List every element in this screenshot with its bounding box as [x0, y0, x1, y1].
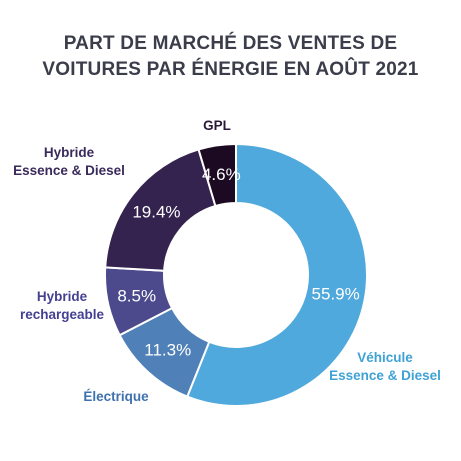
value-label-hybride-essence-diesel: 19.4%	[132, 203, 180, 222]
value-label-hybride-rechargeable: 8.5%	[117, 287, 156, 306]
slice-gpl	[197, 142, 237, 208]
category-label-line: Hybride	[37, 289, 88, 304]
category-label-hybride-rechargeable: Hybride rechargeable	[20, 289, 105, 322]
category-label-hybride-essence-diesel: Hybride Essence & Diesel	[13, 145, 125, 178]
value-label-electrique: 11.3%	[144, 341, 191, 360]
category-label-line: Hybride	[44, 145, 95, 160]
category-label-line: Électrique	[83, 389, 149, 404]
category-label-electrique: Électrique	[83, 389, 149, 404]
chart-title-line-2: VOITURES PAR ÉNERGIE EN AOÛT 2021	[42, 59, 419, 80]
category-label-line: Essence & Diesel	[13, 163, 125, 178]
value-label-gpl: 4.6%	[202, 165, 241, 184]
slice-vehicule-essence-diesel	[185, 142, 368, 407]
category-label-line: GPL	[203, 118, 231, 133]
chart-title-line-1: PART DE MARCHÉ DES VENTES DE	[63, 33, 398, 54]
category-label-gpl: GPL	[203, 118, 231, 133]
value-label-vehicule-essence-diesel: 55.9%	[312, 285, 360, 304]
category-label-line: Essence & Diesel	[329, 368, 441, 383]
category-label-line: rechargeable	[20, 307, 105, 322]
category-label-line: Véhicule	[357, 350, 413, 365]
category-label-vehicule-essence-diesel: Véhicule Essence & Diesel	[329, 350, 441, 383]
